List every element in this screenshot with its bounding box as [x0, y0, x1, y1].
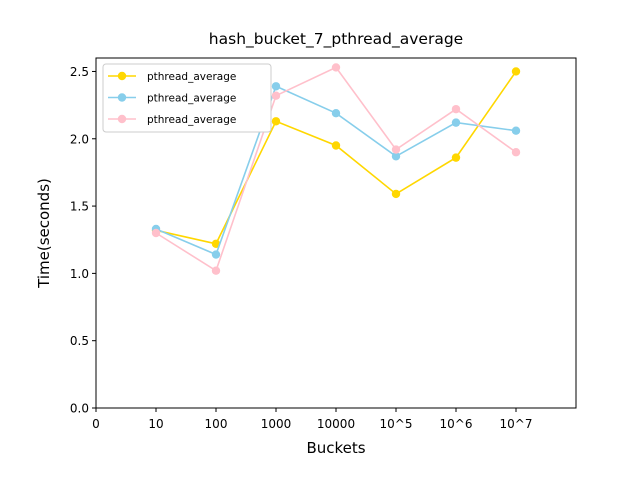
data-point	[511, 67, 521, 76]
data-point	[271, 82, 281, 91]
x-tick-label: 10^5	[380, 417, 413, 431]
legend-label: pthread_average	[147, 114, 236, 126]
legend-swatch-marker	[117, 114, 127, 124]
x-tick-label: 100	[205, 417, 228, 431]
x-tick-label: 0	[92, 417, 100, 431]
y-tick-label: 0.0	[70, 402, 89, 416]
y-axis: 0.0 0.5 1.0 1.5 2.0 2.5	[70, 65, 96, 416]
x-tick-label: 10	[148, 417, 163, 431]
legend-label: pthread_average	[147, 71, 236, 83]
y-tick-label: 2.0	[70, 132, 89, 146]
data-point	[211, 266, 221, 275]
data-point	[271, 91, 281, 100]
y-axis-label: Time(seconds)	[35, 178, 53, 289]
legend: pthread_average pthread_average pthread_av…	[102, 63, 272, 133]
y-tick-label: 0.5	[70, 334, 89, 348]
y-tick-label: 1.5	[70, 200, 89, 214]
data-point	[391, 189, 401, 199]
data-point	[271, 117, 281, 126]
series-3	[151, 63, 521, 275]
data-point	[451, 104, 461, 114]
legend-swatch-marker	[117, 71, 127, 81]
x-tick-label: 1000	[261, 417, 292, 431]
x-tick-label: 10^7	[500, 417, 533, 431]
data-point	[391, 145, 401, 154]
data-point	[391, 152, 401, 161]
y-tick-label: 2.5	[70, 65, 89, 79]
chart-title: hash_bucket_7_pthread_average	[209, 30, 463, 49]
x-axis-label: Buckets	[306, 439, 365, 457]
x-tick-label: 10^6	[440, 417, 473, 431]
series-layer	[151, 63, 521, 275]
data-point	[511, 126, 521, 135]
data-point	[511, 148, 521, 157]
data-point	[211, 250, 221, 259]
data-point	[211, 239, 221, 248]
legend-swatch-marker	[117, 93, 127, 102]
data-point	[451, 153, 461, 162]
y-tick-label: 1.0	[70, 267, 89, 281]
data-point	[331, 63, 341, 72]
x-tick-label: 10000	[317, 417, 355, 431]
data-point	[451, 118, 461, 127]
legend-box	[102, 63, 272, 133]
x-axis: 0 10 100 1000 10000 10^5 10^6 10^7	[92, 408, 532, 431]
data-point	[331, 108, 341, 118]
legend-label: pthread_average	[147, 93, 236, 105]
data-point	[331, 141, 341, 150]
data-point	[151, 228, 161, 238]
